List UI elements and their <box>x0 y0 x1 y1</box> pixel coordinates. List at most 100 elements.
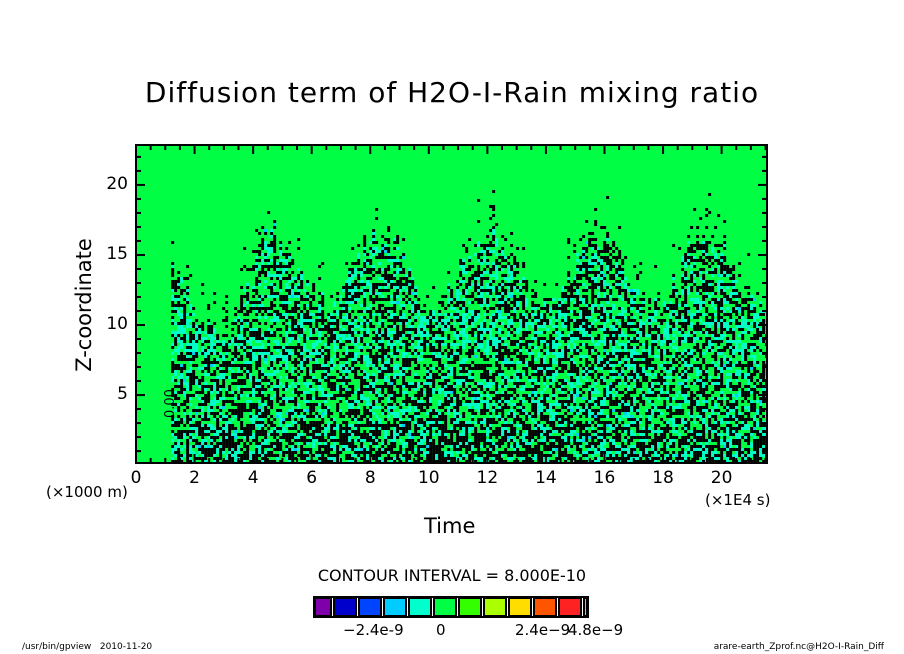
contour-cell <box>339 364 343 367</box>
contour-cell <box>378 334 382 337</box>
contour-cell <box>330 328 334 331</box>
contour-cell <box>309 376 313 379</box>
contour-cell <box>204 448 208 451</box>
contour-cell <box>522 343 526 346</box>
contour-cell <box>171 271 175 274</box>
contour-cell <box>282 271 286 274</box>
contour-cell <box>474 274 478 277</box>
contour-cell <box>360 418 364 421</box>
contour-cell <box>465 445 469 448</box>
contour-cell <box>201 427 205 430</box>
contour-cell <box>330 412 334 415</box>
contour-cell <box>489 289 493 292</box>
contour-cell <box>192 322 196 325</box>
contour-cell <box>522 406 526 409</box>
contour-cell <box>267 307 271 310</box>
contour-cell <box>501 373 505 376</box>
contour-cell <box>261 355 265 358</box>
contour-cell <box>450 403 454 406</box>
contour-cell <box>234 397 238 400</box>
contour-cell <box>249 349 253 352</box>
contour-cell <box>486 301 490 304</box>
contour-cell <box>249 370 253 373</box>
contour-cell <box>327 328 331 331</box>
contour-cell <box>492 265 496 268</box>
contour-cell <box>384 385 388 388</box>
contour-cell <box>453 406 457 409</box>
contour-cell <box>264 247 268 250</box>
contour-cell <box>312 286 316 289</box>
contour-cell <box>468 238 472 241</box>
contour-cell <box>321 439 325 442</box>
contour-cell <box>189 457 193 460</box>
contour-cell <box>471 427 475 430</box>
contour-cell <box>351 391 355 394</box>
contour-cell <box>180 277 184 280</box>
contour-cell <box>378 433 382 436</box>
contour-cell <box>324 370 328 373</box>
contour-cell <box>432 454 436 457</box>
contour-cell <box>507 442 511 445</box>
contour-cell <box>345 298 349 301</box>
contour-cell <box>459 433 463 436</box>
contour-cell <box>393 427 397 430</box>
contour-cell <box>189 352 193 355</box>
contour-cell <box>198 415 202 418</box>
contour-cell <box>522 295 526 298</box>
contour-cell <box>450 460 454 463</box>
contour-cell <box>417 352 421 355</box>
contour-cell <box>333 316 337 319</box>
contour-cell <box>387 388 391 391</box>
contour-cell <box>453 445 457 448</box>
contour-cell <box>447 457 451 460</box>
contour-cell <box>480 283 484 286</box>
contour-cell <box>489 397 493 400</box>
contour-cell <box>438 319 442 322</box>
contour-cell <box>264 286 268 289</box>
contour-cell <box>240 295 244 298</box>
contour-cell <box>492 208 496 211</box>
contour-cell <box>402 403 406 406</box>
contour-cell <box>333 346 337 349</box>
contour-cell <box>423 409 427 412</box>
contour-cell <box>486 448 490 451</box>
contour-cell <box>357 430 361 433</box>
contour-cell <box>465 421 469 424</box>
contour-cell <box>222 424 226 427</box>
contour-cell <box>336 313 340 316</box>
contour-cell <box>459 331 463 334</box>
contour-cell <box>447 391 451 394</box>
contour-cell <box>381 409 385 412</box>
contour-cell <box>186 370 190 373</box>
contour-cell <box>486 259 490 262</box>
contour-cell <box>468 352 472 355</box>
contour-cell <box>345 454 349 457</box>
contour-cell <box>327 427 331 430</box>
contour-cell <box>189 418 193 421</box>
contour-cell <box>279 334 283 337</box>
contour-cell <box>222 349 226 352</box>
contour-cell <box>378 394 382 397</box>
contour-cell <box>393 415 397 418</box>
contour-cell <box>276 361 280 364</box>
contour-cell <box>237 415 241 418</box>
contour-cell <box>270 424 274 427</box>
contour-cell <box>336 424 340 427</box>
contour-cell <box>243 442 247 445</box>
contour-cell <box>390 256 394 259</box>
contour-cell <box>495 355 499 358</box>
contour-cell <box>207 436 211 439</box>
contour-cell <box>213 331 217 334</box>
contour-cell <box>231 451 235 454</box>
contour-cell <box>477 253 481 256</box>
contour-cell <box>318 460 322 463</box>
contour-cell <box>396 364 400 367</box>
contour-cell <box>498 262 502 265</box>
contour-cell <box>171 304 175 307</box>
contour-cell <box>453 343 457 346</box>
contour-cell <box>285 343 289 346</box>
contour-cell <box>243 409 247 412</box>
contour-cell <box>375 424 379 427</box>
contour-cell <box>384 448 388 451</box>
contour-cell <box>303 442 307 445</box>
